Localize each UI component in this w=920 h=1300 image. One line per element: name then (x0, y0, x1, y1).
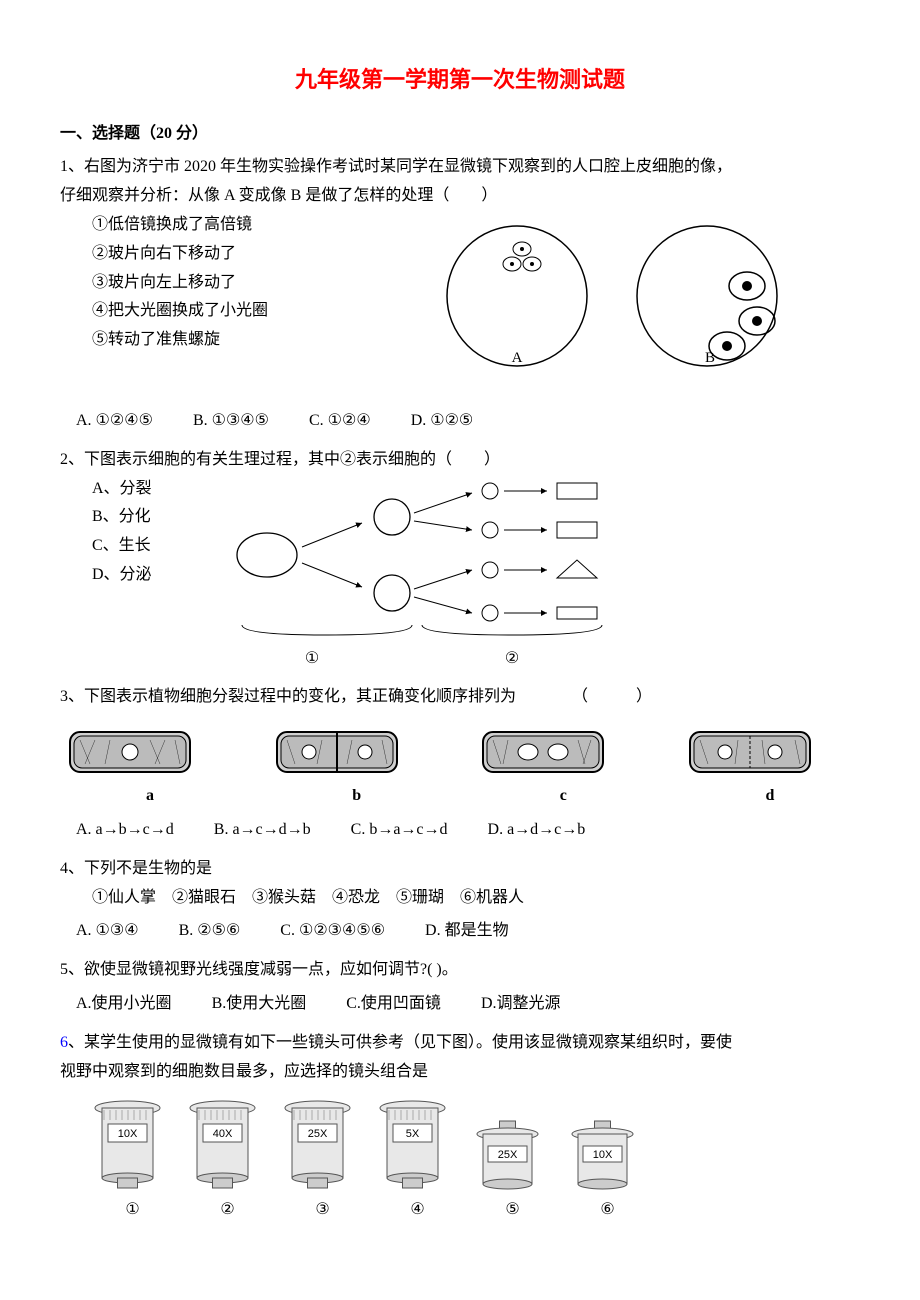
q2-stem: 2、下图表示细胞的有关生理过程，其中②表示细胞的（ ） (60, 446, 860, 475)
q1-opt1: ①低倍镜换成了高倍镜 (92, 211, 432, 240)
q6-stem-1: 、某学生使用的显微镜有如下一些镜头可供参考（见下图）。使用该显微镜观察某组织时，… (68, 1034, 732, 1051)
q6-lenses: 10X ① 40X ② 25X ③ 5X ④ (90, 1096, 860, 1225)
q3-ans-c: C. b→a→c→d (351, 816, 448, 845)
lens-num-5: ⑤ (470, 1196, 555, 1225)
svg-text:25X: 25X (308, 1128, 328, 1140)
q5-ans-b: B.使用大光圈 (212, 990, 307, 1019)
q4-ans-d: D. 都是生物 (425, 917, 509, 946)
q6-stem-2: 视野中观察到的细胞数目最多，应选择的镜头组合是 (60, 1058, 860, 1087)
question-5: 5、欲使显微镜视野光线强度减弱一点，应如何调节?( )。 A.使用小光圈 B.使… (60, 956, 860, 1019)
q3-ans-a: A. a→b→c→d (76, 816, 174, 845)
q5-stem: 5、欲使显微镜视野光线强度减弱一点，应如何调节?( )。 (60, 956, 860, 985)
svg-text:25X: 25X (498, 1149, 518, 1161)
q1-ans-a: A. ①②④⑤ (76, 407, 153, 436)
q5-ans-c: C.使用凹面镜 (346, 990, 441, 1019)
q1-ans-d: D. ①②⑤ (411, 407, 474, 436)
q3-label-b: b (267, 782, 447, 811)
lens-num-1: ① (90, 1196, 175, 1225)
svg-text:5X: 5X (406, 1128, 420, 1140)
lens-num-3: ③ (280, 1196, 365, 1225)
q2-label-1: ① (212, 645, 412, 674)
q1-circle-b: B (622, 221, 792, 402)
q1-opt3: ③玻片向左上移动了 (92, 269, 432, 298)
q3-img-b: b (267, 722, 447, 811)
lens-3: 25X ③ (280, 1096, 365, 1225)
q3-ans-d: D. a→d→c→b (488, 816, 586, 845)
svg-text:10X: 10X (593, 1149, 613, 1161)
q1-opt4: ④把大光圈换成了小光圈 (92, 297, 432, 326)
q3-img-d: d (680, 722, 860, 811)
q3-label-a: a (60, 782, 240, 811)
q3-ans-b: B. a→c→d→b (214, 816, 311, 845)
q4-ans-a: A. ①③④ (76, 917, 139, 946)
q2-opt-d: D、分泌 (92, 561, 192, 590)
question-1: 1、右图为济宁市 2020 年生物实验操作考试时某同学在显微镜下观察到的人口腔上… (60, 153, 860, 435)
question-3: 3、下图表示植物细胞分裂过程中的变化，其正确变化顺序排列为 （ ） a b c … (60, 683, 860, 844)
q6-num: 6 (60, 1034, 68, 1051)
svg-text:10X: 10X (118, 1128, 138, 1140)
lens-6: 10X ⑥ (565, 1116, 650, 1225)
q1-ans-c: C. ①②④ (309, 407, 371, 436)
q4-ans-c: C. ①②③④⑤⑥ (280, 917, 385, 946)
lens-num-2: ② (185, 1196, 270, 1225)
section-header: 一、选择题（20 分） (60, 120, 860, 149)
q1-opt5: ⑤转动了准焦螺旋 (92, 326, 432, 355)
lens-2: 40X ② (185, 1096, 270, 1225)
q1-opt2: ②玻片向右下移动了 (92, 240, 432, 269)
q1-stem-1: 1、右图为济宁市 2020 年生物实验操作考试时某同学在显微镜下观察到的人口腔上… (60, 153, 860, 182)
q3-label-c: c (473, 782, 653, 811)
lens-4: 5X ④ (375, 1096, 460, 1225)
q4-items: ①仙人掌 ②猫眼石 ③猴头菇 ④恐龙 ⑤珊瑚 ⑥机器人 (60, 884, 860, 913)
q1-label-b: B (700, 345, 720, 372)
q3-stem: 3、下图表示植物细胞分裂过程中的变化，其正确变化顺序排列为 （ ） (60, 683, 860, 712)
q1-stem-2: 仔细观察并分析：从像 A 变成像 B 是做了怎样的处理（ ） (60, 182, 860, 211)
q1-label-a: A (507, 345, 527, 372)
question-2: 2、下图表示细胞的有关生理过程，其中②表示细胞的（ ） A、分裂 B、分化 C、… (60, 446, 860, 674)
question-4: 4、下列不是生物的是 ①仙人掌 ②猫眼石 ③猴头菇 ④恐龙 ⑤珊瑚 ⑥机器人 A… (60, 855, 860, 946)
q2-opt-c: C、生长 (92, 532, 192, 561)
lens-num-6: ⑥ (565, 1196, 650, 1225)
q5-ans-d: D.调整光源 (481, 990, 561, 1019)
question-6: 6、某学生使用的显微镜有如下一些镜头可供参考（见下图）。使用该显微镜观察某组织时… (60, 1029, 860, 1225)
q2-label-2: ② (412, 645, 612, 674)
svg-text:40X: 40X (213, 1128, 233, 1140)
q3-img-a: a (60, 722, 240, 811)
q4-ans-b: B. ②⑤⑥ (179, 917, 241, 946)
lens-num-4: ④ (375, 1196, 460, 1225)
lens-1: 10X ① (90, 1096, 175, 1225)
q3-img-c: c (473, 722, 653, 811)
q2-diagram: ① ② (212, 475, 642, 674)
q3-label-d: d (680, 782, 860, 811)
q2-opt-b: B、分化 (92, 503, 192, 532)
lens-5: 25X ⑤ (470, 1116, 555, 1225)
q4-stem: 4、下列不是生物的是 (60, 855, 860, 884)
q1-circle-a: A (432, 221, 602, 402)
page-title: 九年级第一学期第一次生物测试题 (60, 60, 860, 100)
q5-ans-a: A.使用小光圈 (76, 990, 172, 1019)
q1-ans-b: B. ①③④⑤ (193, 407, 269, 436)
q2-opt-a: A、分裂 (92, 475, 192, 504)
